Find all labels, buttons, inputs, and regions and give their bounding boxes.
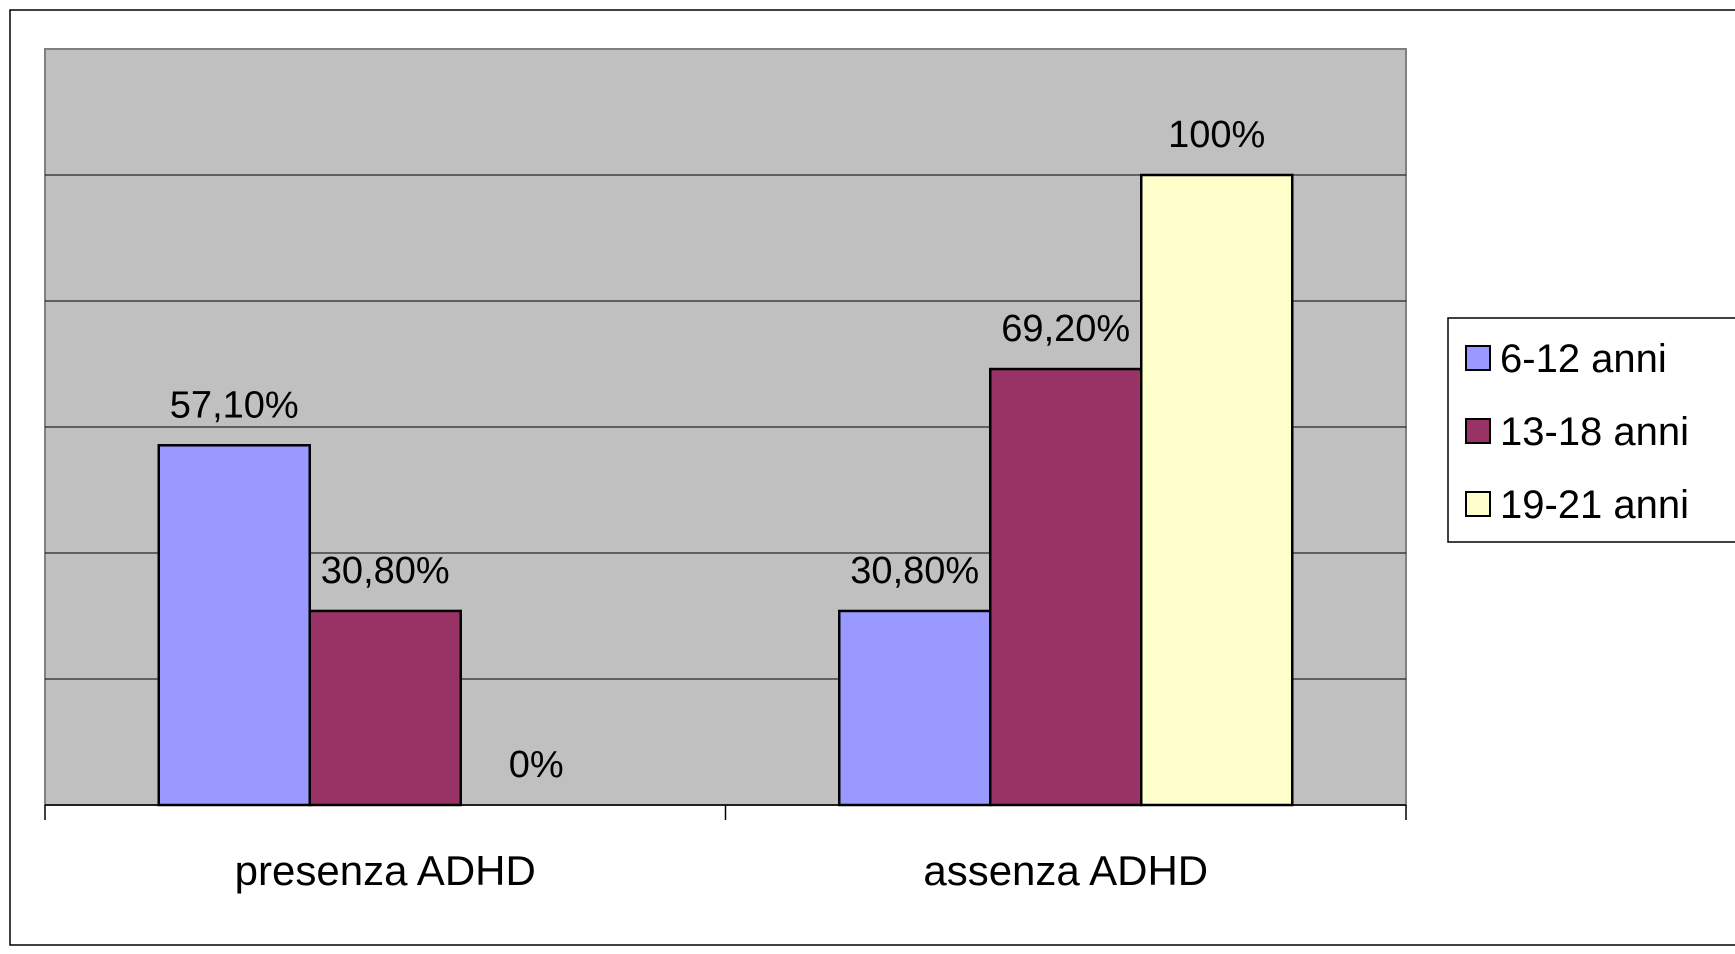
bars: [157, 173, 1294, 807]
legend-swatch: [1465, 491, 1491, 517]
bar: [308, 609, 462, 807]
legend-label: 19-21 anni: [1500, 483, 1689, 527]
data-label: 57,10%: [170, 384, 299, 426]
data-label: 0%: [509, 744, 564, 786]
x-axis: presenza ADHD assenza ADHD: [44, 804, 1407, 894]
data-label: 30,80%: [321, 550, 450, 592]
legend-swatch: [1465, 418, 1491, 444]
data-label: 100%: [1168, 114, 1265, 156]
legend-label: 6-12 anni: [1500, 337, 1667, 381]
data-label: 69,20%: [1001, 308, 1130, 350]
x-tick-label: assenza ADHD: [923, 847, 1208, 894]
legend-label: 13-18 anni: [1500, 410, 1689, 454]
data-label: 30,80%: [850, 550, 979, 592]
bar: [989, 367, 1143, 807]
bar: [838, 609, 992, 807]
bar: [1140, 173, 1294, 807]
x-tick-label: presenza ADHD: [235, 847, 536, 894]
bar: [157, 444, 311, 807]
legend-swatch: [1465, 345, 1491, 371]
data-labels: 57,10% 30,80% 0% 30,80% 69,20% 100%: [170, 114, 1266, 786]
legend: 6-12 anni 13-18 anni 19-21 anni: [1447, 317, 1735, 543]
legend-box: [1447, 317, 1735, 543]
